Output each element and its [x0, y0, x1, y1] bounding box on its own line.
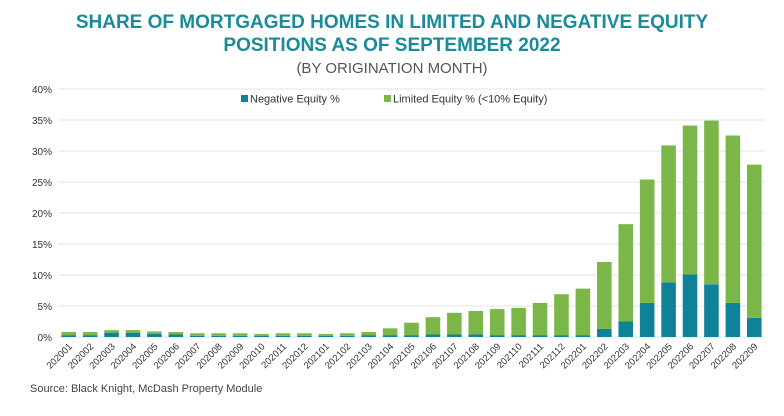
- bar-limited-202104: [382, 328, 398, 336]
- bar-negative-202011: [275, 335, 291, 337]
- bar-limited-202101: [318, 333, 334, 336]
- bar-negative-202205: [661, 282, 676, 337]
- bar-limited-202204: [639, 179, 655, 303]
- bar-limited-202201: [575, 288, 591, 336]
- bar-limited-202111: [532, 302, 548, 336]
- bar-negative-202102: [339, 335, 355, 337]
- bar-negative-202005: [147, 333, 162, 337]
- y-tick-label: 0%: [38, 333, 53, 344]
- y-tick-label: 25%: [32, 178, 52, 189]
- bar-limited-202106: [425, 317, 441, 335]
- y-tick-label: 20%: [32, 209, 52, 220]
- bar-negative-202001: [61, 335, 76, 337]
- bar-negative-202208: [725, 302, 741, 337]
- bar-negative-202110: [511, 335, 526, 337]
- bar-limited-202011: [275, 333, 291, 336]
- bar-limited-202109: [489, 309, 505, 336]
- bar-negative-202002: [82, 335, 98, 337]
- bar-negative-202101: [318, 335, 334, 337]
- bar-limited-202208: [725, 135, 741, 303]
- bar-limited-202202: [597, 261, 612, 329]
- bar-negative-202010: [254, 335, 269, 337]
- bar-limited-202005: [147, 331, 162, 334]
- bar-limited-202205: [661, 145, 676, 283]
- bar-limited-202007: [189, 333, 205, 336]
- bar-limited-202108: [468, 310, 484, 335]
- bar-negative-202003: [104, 332, 119, 337]
- bar-negative-202012: [297, 335, 312, 337]
- bar-limited-202105: [404, 322, 419, 336]
- bar-limited-202002: [82, 332, 98, 336]
- bar-limited-202009: [232, 333, 248, 336]
- bar-limited-202012: [297, 333, 312, 336]
- bar-negative-202207: [704, 284, 719, 337]
- bar-negative-202202: [597, 328, 612, 337]
- y-tick-label: 30%: [32, 147, 52, 158]
- bar-limited-202203: [618, 224, 634, 322]
- bar-limited-202206: [682, 125, 698, 275]
- bar-negative-202109: [489, 335, 505, 337]
- bar-negative-202104: [382, 335, 398, 337]
- bar-negative-202009: [232, 335, 248, 337]
- legend-label: Limited Equity % (<10% Equity): [393, 94, 547, 106]
- bar-negative-202008: [211, 335, 226, 337]
- legend-label: Negative Equity %: [250, 94, 340, 106]
- chart-subtitle: (BY ORIGINATION MONTH): [296, 60, 488, 77]
- bar-negative-202209: [747, 317, 762, 337]
- bar-negative-202206: [682, 274, 698, 337]
- source-note: Source: Black Knight, McDash Property Mo…: [30, 383, 263, 395]
- bar-negative-202106: [425, 334, 441, 337]
- bar-negative-202112: [554, 335, 569, 337]
- legend-swatch: [384, 95, 391, 102]
- bar-limited-202110: [511, 307, 526, 336]
- bar-negative-202107: [447, 334, 462, 337]
- bar-negative-202201: [575, 335, 591, 337]
- bar-limited-202107: [447, 312, 462, 335]
- bar-negative-202006: [168, 334, 184, 337]
- bar-negative-202105: [404, 335, 419, 337]
- bar-limited-202112: [554, 294, 569, 336]
- bar-limited-202010: [254, 333, 269, 336]
- bar-limited-202102: [339, 333, 355, 336]
- bar-limited-202004: [125, 330, 141, 333]
- y-tick-label: 5%: [38, 302, 53, 313]
- y-tick-label: 15%: [32, 240, 52, 251]
- bar-negative-202111: [532, 335, 548, 337]
- bar-negative-202108: [468, 334, 484, 337]
- bar-limited-202003: [104, 330, 119, 333]
- y-tick-label: 40%: [32, 85, 52, 96]
- bar-limited-202001: [61, 332, 76, 336]
- bar-limited-202008: [211, 333, 226, 336]
- bar-limited-202006: [168, 332, 184, 335]
- bar-negative-202007: [189, 335, 205, 337]
- bar-negative-202204: [639, 302, 655, 337]
- y-tick-label: 10%: [32, 271, 52, 282]
- bar-limited-202207: [704, 120, 719, 285]
- bar-negative-202004: [125, 332, 141, 337]
- bar-limited-202103: [361, 332, 376, 336]
- chart-title-line1: SHARE OF MORTGAGED HOMES IN LIMITED AND …: [75, 12, 709, 33]
- chart-title-line2: POSITIONS AS OF SEPTEMBER 2022: [223, 35, 561, 56]
- bar-negative-202203: [618, 321, 634, 337]
- bar-negative-202103: [361, 335, 376, 337]
- y-tick-label: 35%: [32, 116, 52, 127]
- bar-limited-202209: [747, 164, 762, 318]
- legend-swatch: [241, 95, 248, 102]
